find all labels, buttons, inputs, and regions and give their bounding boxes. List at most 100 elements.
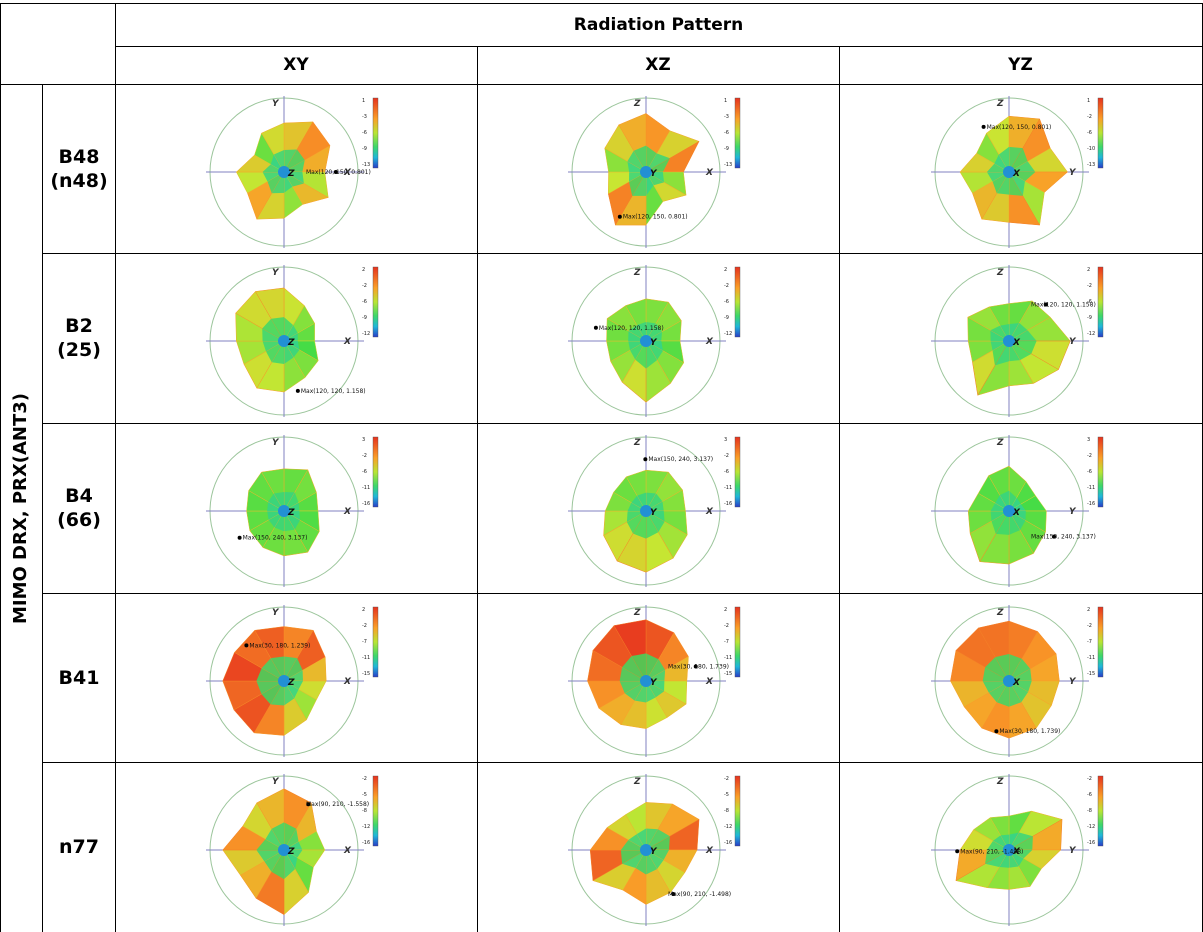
axis-label-vertical: Z bbox=[633, 438, 641, 448]
axis-label-center: Y bbox=[650, 508, 658, 518]
axis-label-horizontal: Y bbox=[1069, 337, 1077, 347]
color-scale-tick: 2 bbox=[724, 267, 727, 273]
group-header: Radiation Pattern bbox=[573, 15, 744, 35]
axis-label-vertical: Y bbox=[272, 99, 280, 109]
axis-label-vertical: Y bbox=[272, 268, 280, 278]
axis-label-center: Y bbox=[650, 338, 658, 348]
color-scale-bar bbox=[734, 606, 741, 677]
pattern-core bbox=[271, 850, 284, 880]
pattern-core bbox=[284, 341, 294, 364]
max-marker bbox=[993, 728, 998, 733]
color-scale-tick: -8 bbox=[724, 808, 729, 814]
color-scale-tick: -12 bbox=[362, 331, 370, 337]
pattern-core bbox=[256, 680, 284, 694]
max-label: Max(120, 120, 1.158) bbox=[301, 388, 366, 395]
pattern-core bbox=[264, 850, 284, 872]
pattern-core bbox=[631, 652, 646, 681]
color-scale-tick: -12 bbox=[362, 824, 370, 830]
pattern-core bbox=[646, 511, 665, 533]
color-scale-tick: -11 bbox=[362, 655, 370, 661]
radiation-plot: Z Y X Max(150, 240, 3.137) 3 -2 -6 -11 -16 bbox=[930, 429, 1111, 589]
max-marker bbox=[693, 664, 698, 669]
pattern-core bbox=[620, 839, 646, 850]
pattern-core bbox=[992, 341, 1009, 366]
color-scale-tick: -12 bbox=[1087, 331, 1095, 337]
column-header-yz: YZ bbox=[1008, 55, 1033, 75]
pattern-center bbox=[1002, 335, 1015, 347]
pattern-core bbox=[261, 657, 284, 681]
max-label: Max(150, 240, 3.137) bbox=[1031, 534, 1096, 541]
axis-label-horizontal: X bbox=[705, 507, 714, 517]
radiation-plot: Y X Z Max(90, 210, -1.558) -2 -5 -8 -12 -16 bbox=[206, 768, 386, 928]
color-scale-tick: -16 bbox=[1087, 501, 1095, 507]
color-scale-tick: -16 bbox=[362, 840, 370, 846]
color-scale-tick: -6 bbox=[724, 130, 729, 136]
color-scale-tick: 3 bbox=[362, 437, 365, 443]
column-divider bbox=[839, 46, 840, 932]
pattern-core bbox=[629, 171, 646, 196]
axis-label-vertical: Y bbox=[272, 777, 280, 787]
pattern-core bbox=[646, 836, 670, 850]
color-scale-tick: -9 bbox=[1087, 315, 1092, 321]
color-scale-tick: -7 bbox=[724, 639, 729, 645]
column-divider bbox=[477, 46, 478, 932]
color-scale-tick: -11 bbox=[362, 485, 370, 491]
max-marker bbox=[981, 124, 986, 129]
axis-label-vertical: Z bbox=[996, 608, 1004, 618]
pattern-core bbox=[646, 652, 659, 681]
pattern-core bbox=[1008, 680, 1021, 707]
axis-label-center: X bbox=[1012, 678, 1021, 688]
color-scale-bar bbox=[1097, 775, 1103, 847]
header-bottom-border bbox=[0, 84, 1203, 85]
color-scale-tick: -15 bbox=[362, 671, 370, 677]
color-scale-bar bbox=[1097, 266, 1103, 338]
color-scale-bar bbox=[372, 97, 379, 168]
pattern-core bbox=[982, 666, 1009, 681]
color-scale-tick: 2 bbox=[1087, 267, 1090, 273]
pattern-core bbox=[619, 666, 646, 681]
pattern-center bbox=[1002, 505, 1015, 517]
pattern-center bbox=[278, 505, 290, 517]
max-marker bbox=[306, 802, 311, 807]
color-scale-tick: -5 bbox=[724, 792, 729, 798]
color-scale-tick: -2 bbox=[362, 453, 367, 459]
color-scale-bar bbox=[734, 436, 741, 508]
pattern-core bbox=[1008, 836, 1033, 850]
color-scale-tick: -11 bbox=[724, 655, 732, 661]
color-scale-tick: 3 bbox=[1087, 437, 1090, 443]
radiation-plot: Z Y X Max(90, 210, -1.498) -2 -6 -8 -12 -16 bbox=[930, 768, 1111, 928]
max-marker bbox=[617, 214, 622, 219]
pattern-core bbox=[284, 148, 305, 172]
color-scale-tick: -13 bbox=[362, 162, 370, 168]
band-label: B48 (n48) bbox=[50, 145, 108, 192]
pattern-core bbox=[646, 680, 665, 697]
axis-label-center: Z bbox=[287, 847, 295, 857]
pattern-core bbox=[646, 850, 664, 870]
band-column-divider bbox=[42, 84, 43, 932]
header-divider bbox=[115, 46, 1202, 47]
pattern-core bbox=[1008, 511, 1020, 535]
axis-label-center: Y bbox=[650, 169, 658, 179]
axis-label-horizontal: Y bbox=[1069, 846, 1077, 856]
axis-label-vertical: Z bbox=[996, 99, 1004, 109]
radiation-plot: Z X Y Max(30, 180, 1.739) 2 -2 -7 -11 -15 bbox=[568, 599, 748, 759]
pattern-core bbox=[1008, 171, 1025, 196]
color-scale-tick: -15 bbox=[1087, 671, 1095, 677]
axis-label-vertical: Z bbox=[633, 777, 641, 787]
max-marker bbox=[671, 892, 676, 897]
color-scale-bar bbox=[1097, 436, 1103, 508]
radiation-plot: Y X Z Max(120, 120, 1.158) 2 -2 -6 -9 -12 bbox=[206, 259, 386, 419]
color-scale-bar bbox=[372, 606, 379, 677]
max-marker bbox=[295, 388, 300, 393]
axis-label-horizontal: X bbox=[343, 168, 352, 178]
pattern-core bbox=[619, 680, 646, 693]
pattern-core bbox=[284, 828, 299, 850]
color-scale-tick: -12 bbox=[724, 824, 732, 830]
color-scale-tick: -2 bbox=[1087, 283, 1092, 289]
color-scale-tick: 2 bbox=[362, 267, 365, 273]
pattern-core bbox=[284, 657, 303, 681]
pattern-core bbox=[635, 850, 646, 875]
color-scale-tick: -5 bbox=[362, 792, 367, 798]
color-scale-tick: -11 bbox=[1087, 485, 1095, 491]
